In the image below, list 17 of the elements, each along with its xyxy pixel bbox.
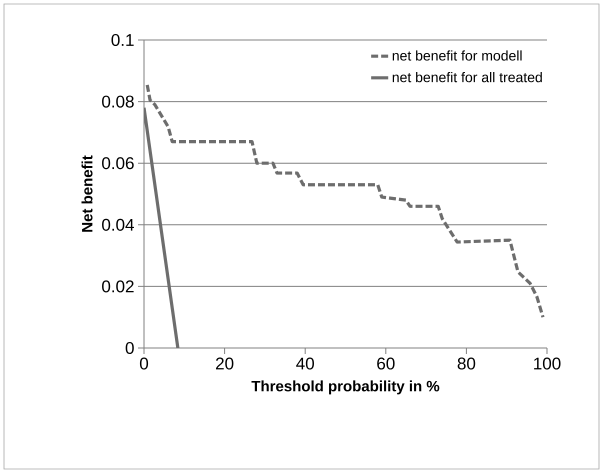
x-tick-label: 0 <box>140 358 148 370</box>
y-tick-label: 0 <box>126 342 134 354</box>
x-tick-label: 60 <box>377 358 395 370</box>
x-axis-title: Threshold probability in % <box>252 380 440 394</box>
y-tick-label: 0.04 <box>102 218 134 231</box>
y-axis-title: Net benefit <box>82 155 93 232</box>
x-tick-label: 80 <box>458 358 476 370</box>
legend-label: net benefit for all treated <box>392 72 542 82</box>
x-tick-label: 40 <box>296 358 314 370</box>
y-tick-label: 0.08 <box>102 96 134 108</box>
legend-label: net benefit for modell <box>392 50 522 61</box>
y-tick-label: 0.02 <box>102 280 134 292</box>
y-tick-label: 0.06 <box>102 157 134 170</box>
x-tick-label: 20 <box>216 358 234 370</box>
x-tick-label: 100 <box>534 358 561 370</box>
line-series <box>146 83 545 319</box>
y-tick-label: 0.1 <box>112 34 134 46</box>
